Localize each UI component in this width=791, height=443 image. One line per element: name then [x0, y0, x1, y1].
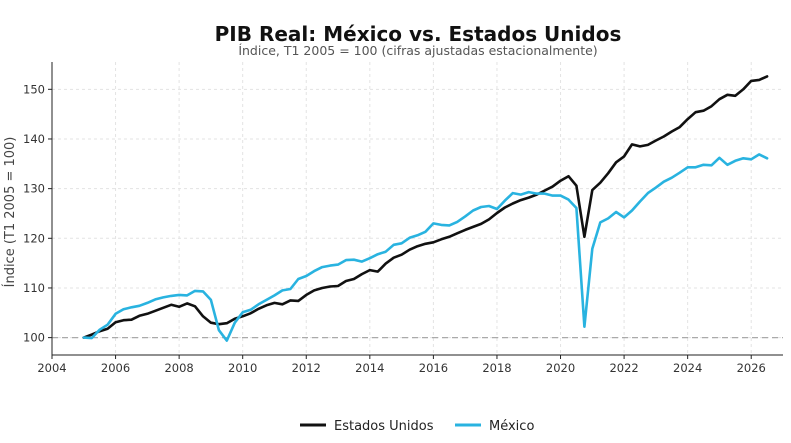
x-tick-label: 2016 [419, 361, 448, 375]
y-tick-label: 100 [23, 331, 45, 345]
y-tick-label: 120 [23, 231, 45, 245]
y-tick-label: 150 [23, 82, 45, 96]
x-tick-label: 2012 [292, 361, 321, 375]
series-line-estados-unidos [82, 75, 769, 339]
x-tick-label: 2024 [673, 361, 702, 375]
grid [51, 62, 783, 355]
legend: Estados Unidos México [300, 419, 534, 434]
x-tick-label: 2006 [101, 361, 130, 375]
x-tick-label: 2022 [609, 361, 638, 375]
x-tick-label: 2026 [737, 361, 766, 375]
chart-title: PIB Real: México vs. Estados Unidos [215, 22, 622, 46]
legend-label: México [489, 419, 534, 434]
chart-subtitle: Índice, T1 2005 = 100 (cifras ajustadas … [238, 43, 597, 58]
y-tick-label: 140 [23, 132, 45, 146]
series-line-mexico [82, 153, 769, 342]
series-group [82, 75, 769, 342]
x-tick-label: 2014 [355, 361, 384, 375]
y-axis-label: Índice (T1 2005 = 100) [2, 137, 18, 288]
x-tick-label: 2008 [164, 361, 193, 375]
x-tick-label: 2010 [228, 361, 257, 375]
x-tick-label: 2004 [37, 361, 66, 375]
y-tick-label: 130 [23, 182, 45, 196]
x-tick-label: 2018 [482, 361, 511, 375]
x-tick-label: 2020 [546, 361, 575, 375]
legend-label: Estados Unidos [334, 419, 434, 434]
x-axis-ticks: 2004 2006 2008 2010 2012 2014 2016 2018 2020 2022… [37, 355, 766, 375]
y-axis-ticks: 100 110 120 130 140 150 [23, 82, 52, 345]
y-tick-label: 110 [23, 281, 45, 295]
